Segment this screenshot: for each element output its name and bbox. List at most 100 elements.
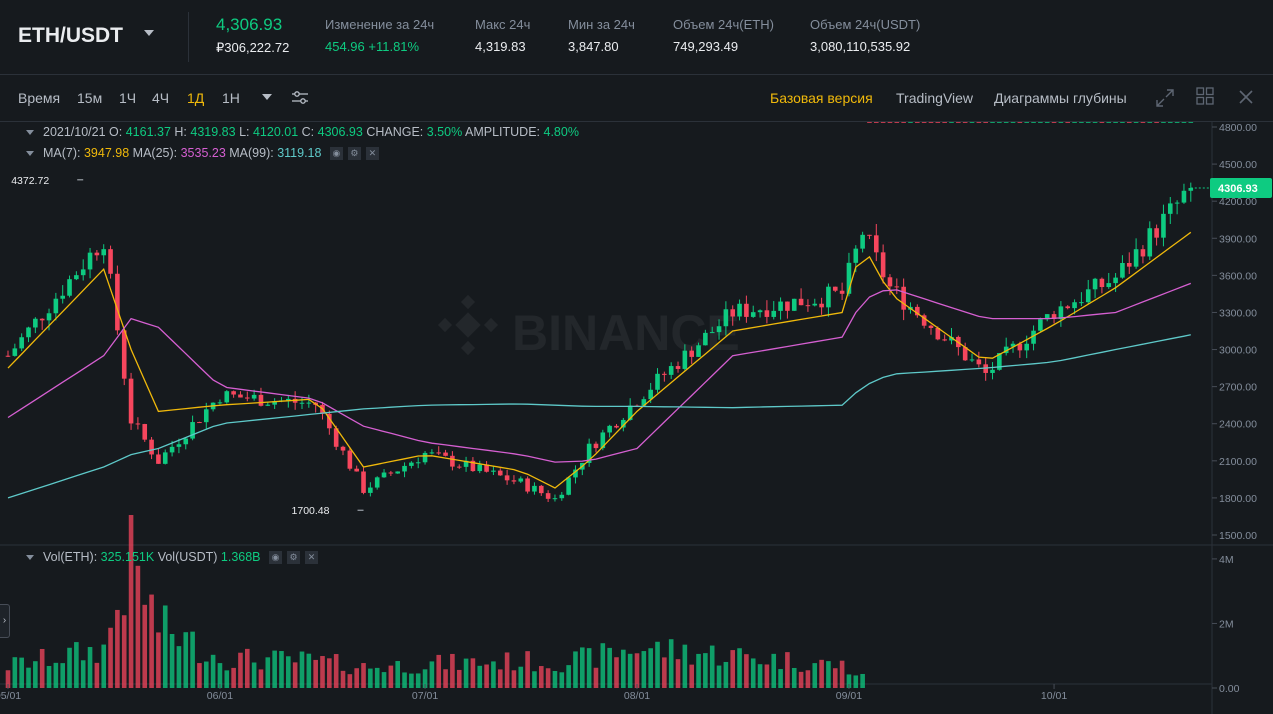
volume-bar	[217, 663, 223, 688]
more-intervals-caret-icon[interactable]	[262, 94, 272, 100]
candle-body	[586, 443, 592, 463]
volume-bar	[203, 661, 209, 688]
volume-tick-label: 2M	[1219, 618, 1234, 630]
volume-bar	[80, 660, 86, 688]
close-icon[interactable]: ✕	[305, 551, 319, 565]
volume-bar	[279, 651, 284, 688]
chart-grid	[0, 122, 1273, 714]
close-icon[interactable]: ✕	[365, 147, 379, 161]
candle-body	[1099, 278, 1105, 288]
stat-volume-usdt: Объем 24ч(USDT) 3,080,110,535.92	[810, 17, 920, 54]
volume-bar	[12, 657, 18, 688]
volume-bar	[908, 122, 913, 123]
candle-body	[962, 347, 968, 361]
binance-watermark: BINANCE	[437, 294, 740, 361]
volume-bar	[1058, 122, 1064, 123]
candle-body	[238, 394, 243, 398]
vol-usdt-label: Vol(USDT)	[157, 550, 218, 564]
volume-bar	[101, 644, 107, 688]
candle-body	[785, 301, 790, 311]
volume-bar	[1031, 122, 1036, 123]
volume-bar	[169, 633, 175, 688]
volume-bar	[956, 122, 961, 123]
pair-dropdown-caret-icon[interactable]	[144, 30, 154, 36]
collapse-caret-icon[interactable]	[26, 151, 34, 157]
candle-body	[791, 298, 797, 311]
price-tick-label: 4200.00	[1219, 196, 1257, 208]
volume-bar	[880, 122, 886, 123]
price-chart[interactable]: BINANCE 4372.72 1700.48 4306.93 4800.00 450…	[0, 122, 1273, 714]
volume-bar	[552, 670, 558, 688]
candle-body	[682, 350, 688, 369]
collapse-caret-icon[interactable]	[26, 555, 34, 561]
header-divider	[188, 12, 189, 62]
volume-bar	[354, 668, 359, 688]
candle-body	[949, 336, 954, 341]
volume-bar	[374, 667, 380, 688]
volume-bars	[5, 122, 1194, 688]
candle-body	[997, 353, 1002, 370]
close-icon[interactable]	[1238, 89, 1254, 105]
volume-bar	[299, 651, 305, 688]
candle-body	[402, 465, 407, 472]
candle-body	[723, 309, 729, 327]
volume-bar	[33, 661, 38, 688]
fullscreen-icon[interactable]	[1156, 89, 1174, 107]
volume-bar	[621, 649, 626, 688]
eye-icon[interactable]: ◉	[329, 147, 343, 161]
collapse-caret-icon[interactable]	[26, 130, 34, 136]
volume-bar	[135, 565, 141, 688]
chart-toolbar: Время 15м 1Ч 4Ч 1Д 1Н Базовая версия Tra…	[0, 75, 1273, 122]
candle-body	[354, 468, 359, 472]
candle-body	[67, 279, 72, 296]
volume-bar	[94, 662, 100, 688]
candle-body	[1024, 343, 1030, 351]
candle-body	[689, 350, 694, 357]
candle-body	[880, 252, 886, 278]
interval-15m[interactable]: 15м	[77, 90, 103, 106]
view-basic[interactable]: Базовая версия	[770, 90, 873, 106]
last-price-rub: ₽306,222.72	[216, 40, 290, 55]
candle-body	[5, 355, 11, 357]
stat-volume-eth: Объем 24ч(ETH) 749,293.49	[673, 17, 774, 54]
volume-bar	[115, 609, 120, 688]
stat-low-24h: Мин за 24ч 3,847.80	[568, 17, 635, 54]
layout-grid-icon[interactable]	[1196, 87, 1214, 105]
volume-bar	[74, 642, 79, 688]
ma-legend: MA(7): 3947.98 MA(25): 3535.23 MA(99): 3…	[26, 146, 379, 161]
view-tradingview[interactable]: TradingView	[896, 90, 974, 106]
volume-bar	[1133, 122, 1139, 123]
candle-body	[395, 471, 401, 474]
interval-time[interactable]: Время	[18, 90, 61, 106]
gear-icon[interactable]: ⚙	[287, 551, 301, 565]
volume-bar	[826, 661, 831, 688]
view-depth[interactable]: Диаграммы глубины	[994, 90, 1127, 106]
interval-1w[interactable]: 1Н	[222, 90, 240, 106]
candle-body	[497, 470, 503, 476]
volume-bar	[744, 654, 749, 688]
candle-body	[1181, 190, 1187, 203]
candle-body	[559, 494, 565, 499]
candle-body	[798, 298, 804, 306]
volume-bar	[1010, 122, 1016, 123]
candle-body	[1058, 306, 1064, 319]
eye-icon[interactable]: ◉	[269, 551, 283, 565]
candle-body	[183, 438, 189, 445]
expand-panel-handle[interactable]: ›	[0, 604, 10, 638]
pair-selector[interactable]: ETH/USDT	[18, 24, 123, 47]
ohlc-legend: 2021/10/21 O: 4161.37 H: 4319.83 L: 4120…	[26, 125, 579, 139]
interval-1d[interactable]: 1Д	[187, 90, 205, 106]
stat-value: 3,080,110,535.92	[810, 39, 911, 54]
candle-body	[484, 464, 489, 472]
candle-body	[74, 275, 79, 280]
candle-body	[1051, 314, 1057, 319]
volume-bar	[1051, 122, 1057, 123]
gear-icon[interactable]: ⚙	[347, 147, 361, 161]
volume-bar	[1072, 122, 1077, 123]
interval-4h[interactable]: 4Ч	[152, 90, 170, 106]
ma7-value: 3947.98	[83, 146, 130, 160]
legend-l-label: L:	[239, 125, 250, 139]
interval-1h[interactable]: 1Ч	[119, 90, 137, 106]
volume-bar	[415, 673, 421, 688]
settings-sliders-icon[interactable]	[292, 91, 308, 105]
